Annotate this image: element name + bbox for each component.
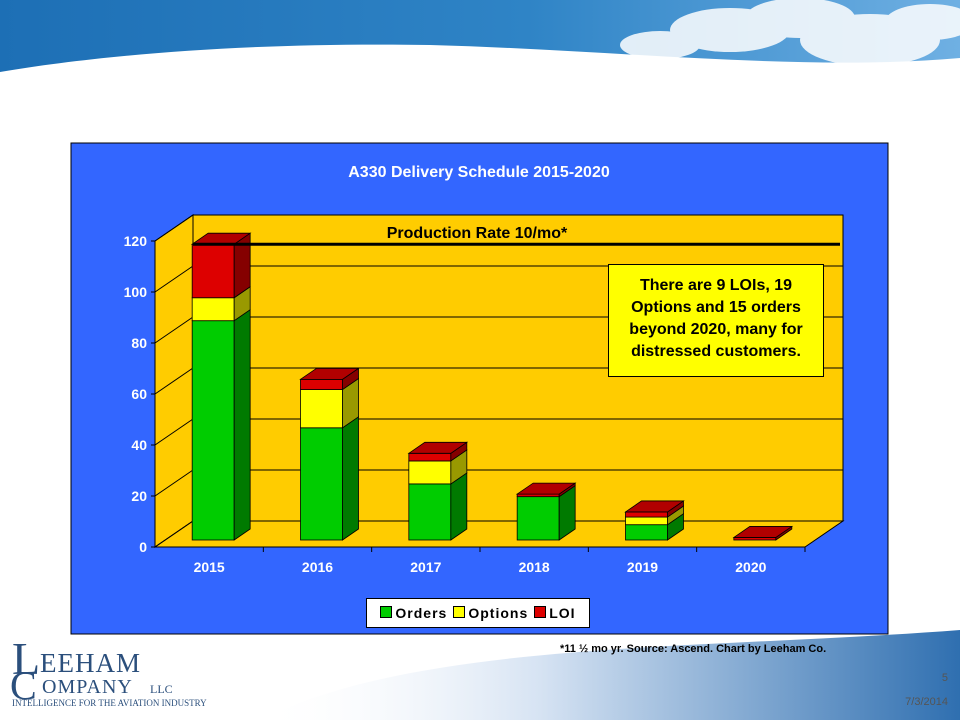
gridline-side (154, 469, 194, 497)
x-tick-label: 2017 (410, 559, 441, 575)
y-tick-label: 60 (131, 386, 147, 402)
bar-segment-options-2019 (625, 516, 668, 526)
x-tick-label: 2016 (302, 559, 333, 575)
logo-tagline: INTELLIGENCE FOR THE AVIATION INDUSTRY (12, 698, 207, 708)
legend-item-orders: Orders (380, 605, 447, 621)
annotation-callout: There are 9 LOIs, 19 Options and 15 orde… (608, 264, 824, 377)
logo-eeham: EEHAM (40, 648, 141, 678)
y-tick-label: 100 (124, 284, 148, 300)
bar-top-2019 (624, 500, 685, 513)
y-tick-label: 40 (131, 437, 147, 453)
gridline-side (154, 265, 194, 293)
bar-segment-loi-2019 (625, 511, 668, 518)
legend-label-options: Options (468, 605, 529, 621)
x-tick-label: 2019 (627, 559, 658, 575)
x-tick-label: 2018 (519, 559, 550, 575)
bar-top-2017 (407, 441, 469, 454)
bar-segment-loi-2016 (300, 378, 343, 390)
legend-swatch-orders (380, 606, 393, 618)
x-tick-label: 2015 (194, 559, 225, 575)
bar-segment-loi-2015 (191, 243, 235, 299)
bars (190, 232, 794, 541)
bar-side-orders-2017 (450, 472, 468, 541)
logo-letter-c: C (10, 663, 37, 708)
gridline-side (154, 418, 194, 446)
bar-segment-orders-2015 (191, 320, 235, 541)
logo-llc: LLC (150, 682, 173, 696)
legend-item-options: Options (453, 605, 528, 621)
legend-label-loi: LOI (549, 605, 576, 621)
bar-segment-orders-2019 (625, 524, 668, 541)
leeham-logo: L EEHAM C OMPANY LLC INTELLIGENCE FOR TH… (6, 633, 266, 716)
legend-item-loi: LOI (534, 605, 575, 621)
footnote: *11 ½ mo yr. Source: Ascend. Chart by Le… (560, 643, 827, 655)
bar-top-2018 (515, 482, 577, 495)
page-number: 5 (941, 672, 948, 684)
legend-label-orders: Orders (395, 605, 448, 621)
gridline-side (154, 316, 194, 344)
slide-date: 7/3/2014 (905, 696, 948, 708)
bar-segment-orders-2017 (408, 483, 452, 541)
cloud-decoration (620, 0, 960, 66)
gridline-side (154, 367, 194, 395)
x-tick-label: 2020 (735, 559, 766, 575)
gridline-side (154, 214, 194, 242)
y-tick-label: 80 (131, 335, 147, 351)
bar-side-orders-2016 (342, 416, 359, 541)
gridline-side (154, 520, 194, 548)
bar-segment-orders-2018 (516, 496, 560, 541)
logo-ompany: OMPANY (42, 676, 133, 698)
bar-segment-options-2016 (300, 389, 343, 429)
bar-top-2016 (299, 367, 360, 380)
production-rate-label: Production Rate 10/mo* (387, 225, 568, 242)
bar-top-2020 (732, 526, 794, 538)
axes: 0 20 40 60 80 100 120 2015 2016 2017 2018 2019 2020 (124, 233, 806, 575)
y-tick-label: 20 (131, 488, 147, 504)
bar-segment-orders-2016 (300, 427, 343, 541)
legend: Orders Options LOI (366, 598, 590, 628)
y-tick-label: 120 (124, 233, 148, 249)
bar-side-orders-2015 (233, 308, 251, 541)
bar-segment-options-2015 (191, 297, 235, 322)
legend-swatch-options (453, 606, 466, 618)
y-tick-label: 0 (139, 539, 147, 555)
legend-swatch-loi (534, 606, 547, 618)
logo-letter-l: L (12, 633, 41, 684)
chart-title: A330 Delivery Schedule 2015-2020 (348, 164, 610, 181)
bar-segment-loi-2017 (408, 452, 452, 462)
bar-segment-options-2017 (408, 460, 452, 485)
footer-band (260, 630, 960, 720)
